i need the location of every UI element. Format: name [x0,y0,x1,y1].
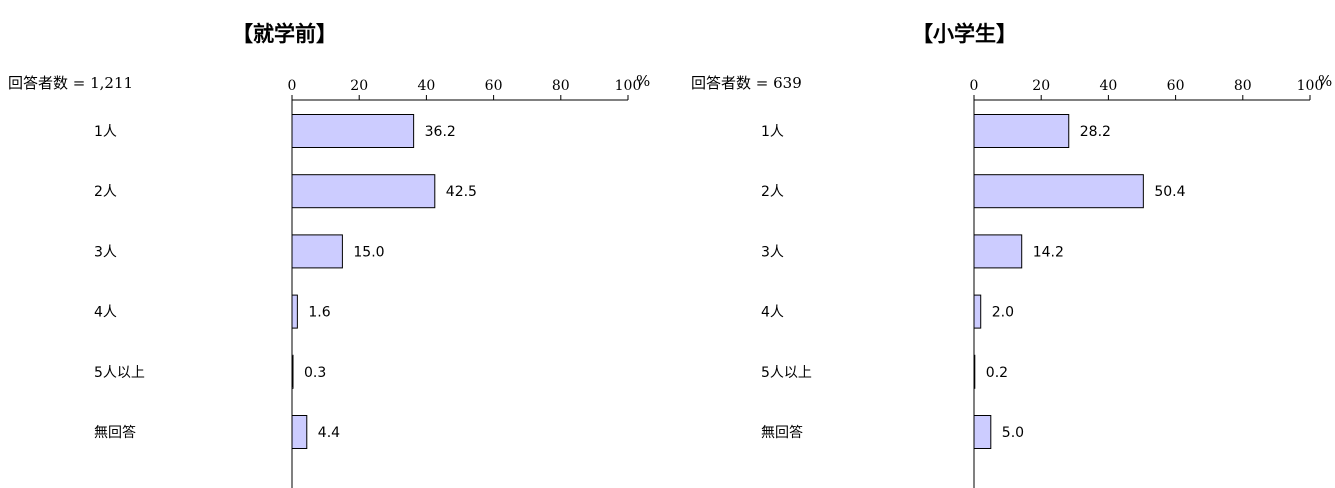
x-tick-label: 20 [1032,78,1050,94]
category-label: 無回答 [761,424,803,441]
data-label: 1.6 [308,305,330,321]
bar [292,115,414,148]
bar [292,416,307,449]
chart-panel-elementary: 【小学生】 回答者数 = 639 % 0 20 40 60 80 100 1人 28.2 2人 5… [667,0,1335,488]
category-label: 4人 [94,305,117,321]
category-label: 3人 [761,244,784,260]
category-label: 2人 [94,184,117,200]
x-tick-label: 100 [1297,78,1324,94]
category-label: 3人 [94,244,117,260]
bar-chart-elementary: 0 20 40 60 80 100 1人 28.2 2人 50.4 3人 14.2 4人 2.0 5人以上 0… [667,0,1335,488]
data-label: 2.0 [992,305,1014,321]
category-label: 2人 [761,184,784,200]
category-label: 無回答 [94,424,136,441]
data-label: 14.2 [1033,244,1064,260]
bar [974,295,981,328]
bar [974,175,1143,208]
data-label: 50.4 [1154,184,1185,200]
bar [974,416,991,449]
category-label: 4人 [761,305,784,321]
bar-chart-preschool: 0 20 40 60 80 100 1人 36.2 2人 42.5 3人 15.0 4人 1.6 5人以上 0… [0,0,667,488]
category-label: 5人以上 [761,365,812,381]
data-label: 36.2 [425,124,456,140]
x-tick-label: 100 [615,78,642,94]
category-label: 1人 [761,124,784,140]
data-label: 0.3 [304,365,326,381]
data-label: 4.4 [318,425,340,441]
x-tick-label: 0 [288,78,297,94]
data-label: 42.5 [446,184,477,200]
data-label: 5.0 [1002,425,1024,441]
bar [292,235,342,268]
x-tick-label: 80 [1234,78,1252,94]
x-tick-label: 40 [417,78,435,94]
bar [974,115,1069,148]
category-label: 5人以上 [94,365,145,381]
bar [292,295,297,328]
bar [974,355,975,388]
x-tick-label: 60 [1167,78,1185,94]
data-label: 28.2 [1080,124,1111,140]
data-label: 0.2 [986,365,1008,381]
data-label: 15.0 [353,244,384,260]
x-tick-label: 60 [485,78,503,94]
bar [974,235,1022,268]
category-label: 1人 [94,124,117,140]
x-tick-label: 80 [552,78,570,94]
chart-panel-preschool: 【就学前】 回答者数 = 1,211 % 0 20 40 60 80 100 1人 36.2 2… [0,0,667,488]
x-tick-label: 20 [350,78,368,94]
bar [292,175,435,208]
bar [292,355,293,388]
x-tick-label: 0 [970,78,979,94]
x-tick-label: 40 [1099,78,1117,94]
